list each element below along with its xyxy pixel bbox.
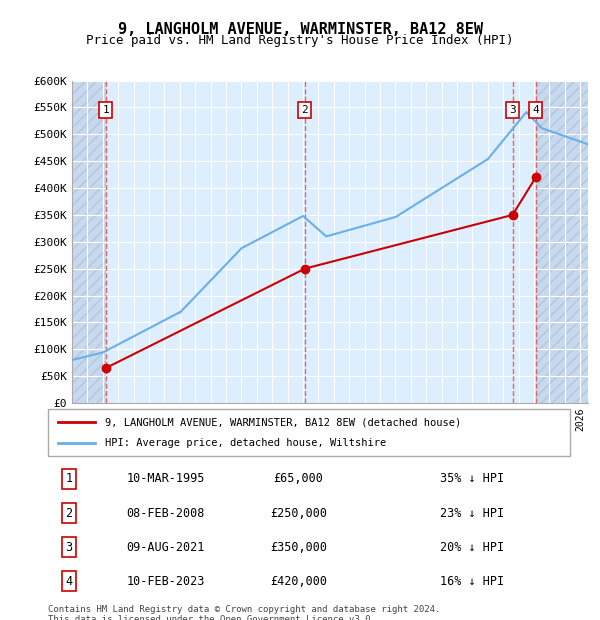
Text: £420,000: £420,000 [270,575,327,588]
Text: 4: 4 [65,575,73,588]
Text: 10-FEB-2023: 10-FEB-2023 [127,575,205,588]
Text: 9, LANGHOLM AVENUE, WARMINSTER, BA12 8EW: 9, LANGHOLM AVENUE, WARMINSTER, BA12 8EW [118,22,482,37]
Text: 20% ↓ HPI: 20% ↓ HPI [439,541,503,554]
Text: 23% ↓ HPI: 23% ↓ HPI [439,507,503,520]
FancyBboxPatch shape [48,409,570,456]
Text: 10-MAR-1995: 10-MAR-1995 [127,472,205,485]
Text: 09-AUG-2021: 09-AUG-2021 [127,541,205,554]
Text: £250,000: £250,000 [270,507,327,520]
Text: 3: 3 [509,105,516,115]
Text: 08-FEB-2008: 08-FEB-2008 [127,507,205,520]
Text: 3: 3 [65,541,73,554]
Text: 35% ↓ HPI: 35% ↓ HPI [439,472,503,485]
Text: 2: 2 [65,507,73,520]
Text: 16% ↓ HPI: 16% ↓ HPI [439,575,503,588]
Text: Contains HM Land Registry data © Crown copyright and database right 2024.
This d: Contains HM Land Registry data © Crown c… [48,604,440,620]
Text: £350,000: £350,000 [270,541,327,554]
Text: 1: 1 [103,105,109,115]
Text: £65,000: £65,000 [274,472,323,485]
Text: 4: 4 [532,105,539,115]
Text: HPI: Average price, detached house, Wiltshire: HPI: Average price, detached house, Wilt… [106,438,386,448]
Text: Price paid vs. HM Land Registry's House Price Index (HPI): Price paid vs. HM Land Registry's House … [86,34,514,47]
Text: 1: 1 [65,472,73,485]
Text: 9, LANGHOLM AVENUE, WARMINSTER, BA12 8EW (detached house): 9, LANGHOLM AVENUE, WARMINSTER, BA12 8EW… [106,417,461,427]
Text: 2: 2 [301,105,308,115]
